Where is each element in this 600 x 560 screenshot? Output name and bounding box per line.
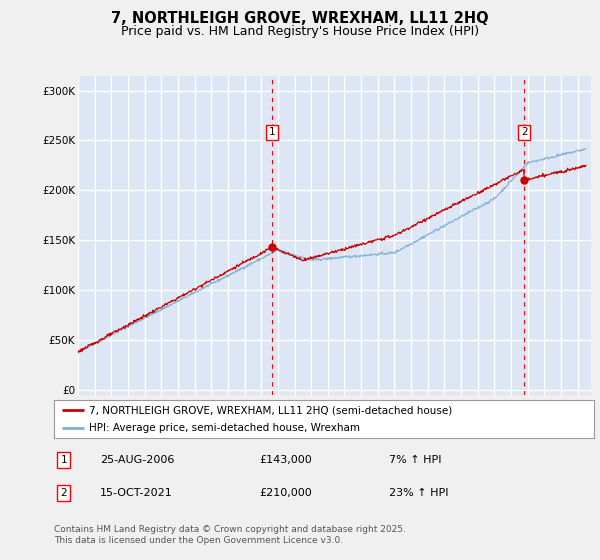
Text: 2: 2 [61,488,67,498]
Text: 23% ↑ HPI: 23% ↑ HPI [389,488,448,498]
Text: £143,000: £143,000 [259,455,312,465]
Text: Contains HM Land Registry data © Crown copyright and database right 2025.
This d: Contains HM Land Registry data © Crown c… [54,525,406,545]
Text: Price paid vs. HM Land Registry's House Price Index (HPI): Price paid vs. HM Land Registry's House … [121,25,479,38]
Text: 1: 1 [61,455,67,465]
Text: 15-OCT-2021: 15-OCT-2021 [100,488,173,498]
Text: 7, NORTHLEIGH GROVE, WREXHAM, LL11 2HQ (semi-detached house): 7, NORTHLEIGH GROVE, WREXHAM, LL11 2HQ (… [89,405,452,415]
Text: 25-AUG-2006: 25-AUG-2006 [100,455,174,465]
Text: 7, NORTHLEIGH GROVE, WREXHAM, LL11 2HQ: 7, NORTHLEIGH GROVE, WREXHAM, LL11 2HQ [111,11,489,26]
Text: £210,000: £210,000 [259,488,312,498]
Text: 1: 1 [269,128,275,137]
Text: 2: 2 [521,128,527,137]
Text: HPI: Average price, semi-detached house, Wrexham: HPI: Average price, semi-detached house,… [89,423,360,433]
Text: 7% ↑ HPI: 7% ↑ HPI [389,455,442,465]
